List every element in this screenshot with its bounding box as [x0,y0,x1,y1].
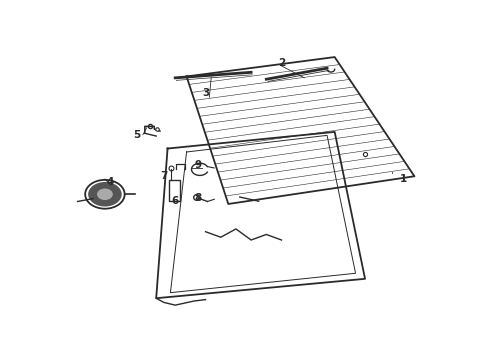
Text: 6: 6 [172,196,179,206]
Text: 5: 5 [134,130,141,140]
Circle shape [88,182,122,207]
Bar [170,180,180,201]
Text: 4: 4 [107,177,114,187]
Text: 9: 9 [195,160,201,170]
Text: 7: 7 [160,171,168,181]
Text: 8: 8 [195,193,201,203]
Text: 1: 1 [399,174,407,184]
Text: 2: 2 [278,58,285,68]
Circle shape [97,189,113,200]
Text: 3: 3 [202,88,209,98]
